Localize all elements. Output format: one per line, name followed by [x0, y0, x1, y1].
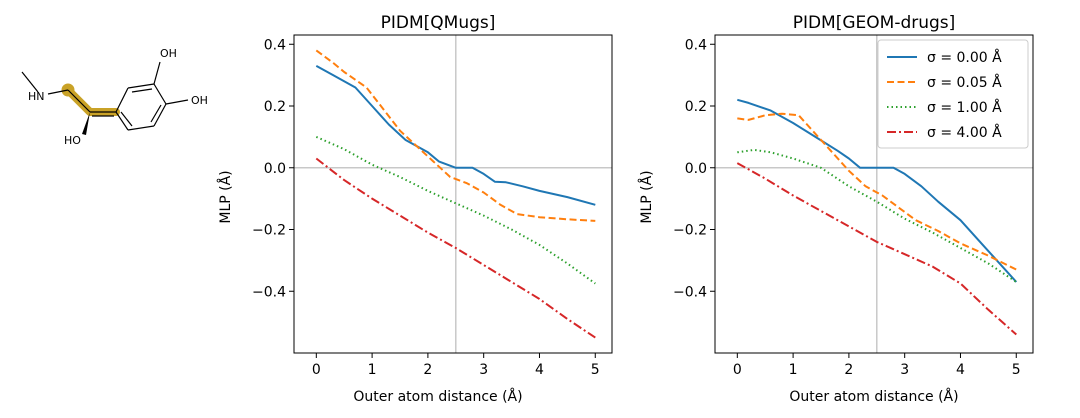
chart-title: PIDM[GEOM-drugs] — [793, 13, 956, 33]
legend-label-3: σ = 4.00 Å — [927, 124, 1002, 141]
atom-label-oh-top: OH — [160, 47, 177, 60]
series-line-3 — [736, 162, 1017, 336]
y-tick-label: 0.2 — [264, 99, 286, 115]
y-tick-label: 0.4 — [685, 37, 707, 53]
highlighted-bond-path — [64, 86, 120, 116]
y-tick-label: −0.4 — [673, 284, 707, 300]
x-axis-label: Outer atom distance (Å) — [353, 388, 522, 405]
y-tick-label: −0.2 — [252, 223, 286, 239]
y-axis-label: MLP (Å) — [217, 170, 234, 223]
plot-area: 0 1 2 3 4 5 −0.4 −0.2 0.0 0.2 0.4 — [252, 34, 613, 378]
x-tick-label: 4 — [535, 362, 544, 378]
series-line-2 — [737, 148, 1017, 283]
chart-title: PIDM[QMugs] — [381, 13, 496, 33]
series-line-1 — [737, 112, 1017, 271]
x-tick-label: 1 — [368, 362, 377, 378]
x-tick-label: 0 — [312, 362, 321, 378]
molecule-structure: OH OH HN HO — [21, 47, 208, 147]
chart-panel-qmugs: PIDM[QMugs] Outer atom distance (Å) MLP … — [217, 13, 613, 405]
x-tick-label: 0 — [733, 362, 742, 378]
y-tick-label: −0.4 — [252, 284, 286, 300]
x-tick-label: 2 — [423, 362, 432, 378]
y-tick-label: 0.2 — [685, 99, 707, 115]
legend-label-0: σ = 0.00 Å — [927, 49, 1002, 66]
legend-label-1: σ = 0.05 Å — [927, 74, 1002, 91]
chart-panel-geom-drugs: PIDM[GEOM-drugs] Outer atom distance (Å)… — [638, 13, 1034, 405]
series-line-3 — [315, 157, 596, 339]
y-tick-label: 0.0 — [685, 161, 707, 177]
atom-label-ho: HO — [64, 134, 81, 147]
axes-frame — [714, 34, 1034, 354]
x-tick-label: 3 — [479, 362, 488, 378]
x-axis-label: Outer atom distance (Å) — [789, 388, 958, 405]
x-tick-label: 1 — [789, 362, 798, 378]
legend: σ = 0.00 Å σ = 0.05 Å σ = 1.00 Å σ = 4.00 Å — [877, 39, 1029, 149]
x-tick-label: 3 — [900, 362, 909, 378]
y-tick-label: 0.4 — [264, 37, 286, 53]
molecule-bonds — [21, 61, 189, 131]
series-line-0 — [737, 98, 1018, 283]
series-line-1 — [315, 49, 596, 222]
atom-label-oh-right: OH — [191, 94, 208, 107]
wedge-bond — [82, 112, 90, 135]
atom-label-hn: HN — [28, 90, 45, 103]
axes-frame — [293, 34, 613, 354]
y-axis-label: MLP (Å) — [638, 170, 655, 223]
y-tick-label: −0.2 — [673, 223, 707, 239]
x-tick-label: 5 — [1012, 362, 1021, 378]
legend-label-2: σ = 1.00 Å — [927, 99, 1002, 116]
series-line-0 — [315, 65, 596, 206]
legend-box — [877, 39, 1029, 149]
plot-area: 0 1 2 3 4 5 −0.4 −0.2 0.0 0.2 0.4 — [673, 34, 1034, 378]
x-tick-label: 5 — [591, 362, 600, 378]
x-tick-label: 2 — [844, 362, 853, 378]
x-tick-label: 4 — [956, 362, 965, 378]
y-tick-label: 0.0 — [264, 161, 286, 177]
